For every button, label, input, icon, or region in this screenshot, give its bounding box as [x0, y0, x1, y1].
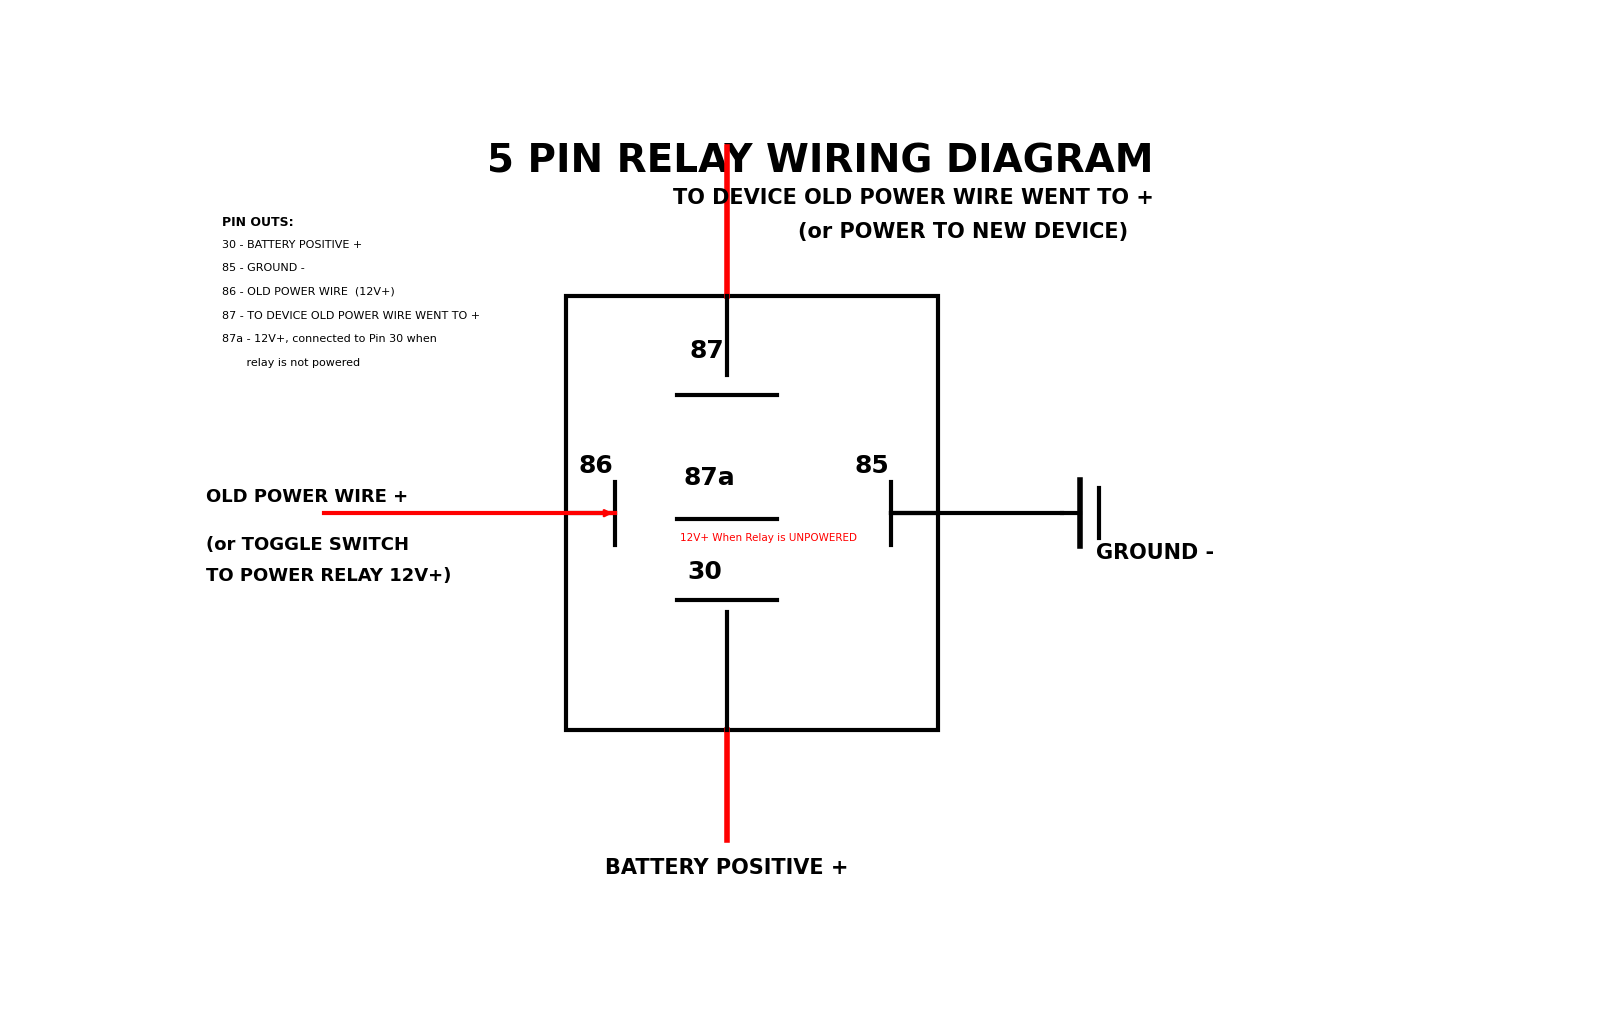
Text: 5 PIN RELAY WIRING DIAGRAM: 5 PIN RELAY WIRING DIAGRAM [486, 142, 1154, 180]
Text: OLD POWER WIRE +: OLD POWER WIRE + [206, 488, 408, 507]
Text: 86: 86 [578, 454, 613, 477]
Text: (or POWER TO NEW DEVICE): (or POWER TO NEW DEVICE) [797, 221, 1128, 242]
Text: TO POWER RELAY 12V+): TO POWER RELAY 12V+) [206, 567, 451, 586]
Text: (or TOGGLE SWITCH: (or TOGGLE SWITCH [206, 536, 410, 554]
Text: 87 - TO DEVICE OLD POWER WIRE WENT TO +: 87 - TO DEVICE OLD POWER WIRE WENT TO + [222, 310, 480, 321]
Text: 87a - 12V+, connected to Pin 30 when: 87a - 12V+, connected to Pin 30 when [222, 334, 437, 344]
Text: relay is not powered: relay is not powered [222, 357, 360, 368]
Text: 86 - OLD POWER WIRE  (12V+): 86 - OLD POWER WIRE (12V+) [222, 287, 395, 297]
Bar [566, 296, 938, 730]
Text: 85 - GROUND -: 85 - GROUND - [222, 263, 306, 273]
Text: PIN OUTS:: PIN OUTS: [222, 216, 294, 229]
Text: TO DEVICE OLD POWER WIRE WENT TO +: TO DEVICE OLD POWER WIRE WENT TO + [672, 187, 1154, 208]
Text: GROUND -: GROUND - [1096, 543, 1214, 562]
Text: BATTERY POSITIVE +: BATTERY POSITIVE + [605, 858, 848, 878]
Text: 87a: 87a [683, 466, 736, 489]
Text: 30: 30 [688, 560, 722, 584]
Text: 87: 87 [690, 339, 725, 364]
Text: 85: 85 [854, 454, 890, 477]
Text: 30 - BATTERY POSITIVE +: 30 - BATTERY POSITIVE + [222, 240, 363, 250]
Text: 12V+ When Relay is UNPOWERED: 12V+ When Relay is UNPOWERED [680, 532, 858, 543]
